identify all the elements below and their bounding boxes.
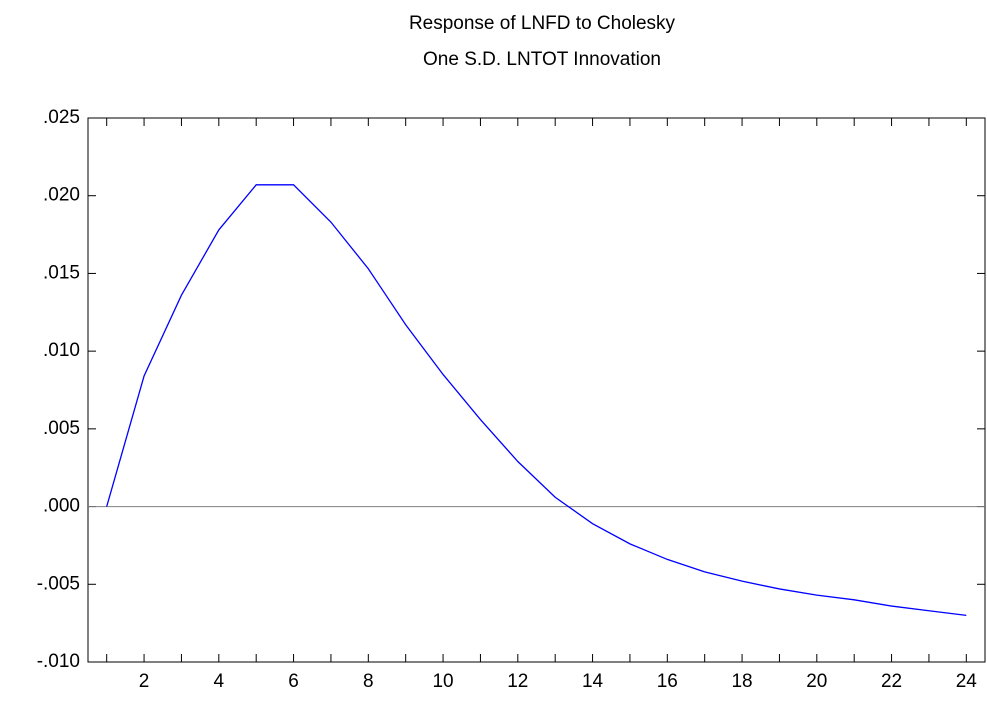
x-tick-label: 18: [731, 671, 752, 692]
x-tick-label: 16: [657, 671, 678, 692]
plot-frame: [87, 117, 986, 663]
x-tick-label: 22: [881, 671, 902, 692]
x-tick-label: 8: [363, 671, 374, 692]
x-tick-label: 6: [288, 671, 299, 692]
y-tick-label: -.005: [37, 573, 80, 594]
y-tick-label: .015: [43, 262, 80, 283]
x-tick-label: 14: [582, 671, 604, 692]
x-tick-label: 4: [214, 671, 225, 692]
y-tick-label: .000: [43, 496, 80, 517]
y-tick-label: -.010: [37, 651, 80, 672]
y-tick-label: .025: [43, 107, 80, 128]
chart-title: One S.D. LNTOT Innovation: [423, 49, 661, 70]
x-tick-label: 24: [956, 671, 978, 692]
x-tick-label: 2: [139, 671, 150, 692]
x-tick-label: 20: [806, 671, 827, 692]
y-tick-label: .020: [43, 185, 80, 206]
series-line: [106, 184, 967, 617]
x-tick-label: 10: [432, 671, 453, 692]
y-tick-label: .010: [43, 340, 80, 361]
chart-title: Response of LNFD to Cholesky: [409, 13, 676, 34]
y-tick-label: .005: [43, 418, 80, 439]
x-tick-label: 12: [507, 671, 528, 692]
